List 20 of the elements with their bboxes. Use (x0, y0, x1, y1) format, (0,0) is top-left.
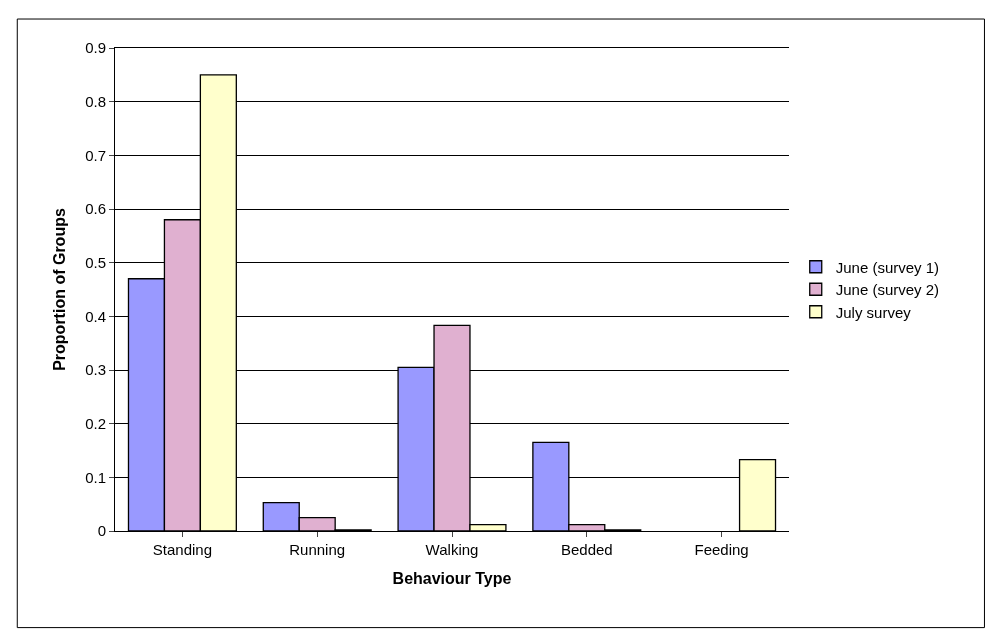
y-tick-label: 0.2 (85, 414, 106, 432)
y-tick-label: 0.1 (85, 468, 106, 486)
y-tick-label: 0.8 (85, 92, 106, 110)
y-tick-label: 0.5 (85, 253, 106, 271)
x-tick-label: Running (289, 541, 346, 558)
x-tick-label: Standing (152, 541, 213, 558)
y-tick-label: 0.9 (85, 39, 106, 57)
x-tick-label: Walking (425, 541, 479, 558)
legend-label: June (survey 1) (835, 258, 940, 276)
legend-label: July survey (835, 303, 912, 321)
y-tick-label: 0 (97, 522, 106, 540)
y-tick-label: 0.4 (85, 307, 106, 325)
x-tick-label: Feeding (694, 541, 749, 558)
x-axis-title: Behaviour Type (392, 569, 512, 587)
legend-label: June (survey 2) (835, 281, 940, 299)
x-tick-label: Bedded (560, 541, 613, 558)
y-axis-title: Proportion of Groups (51, 208, 69, 371)
y-tick-label: 0.3 (85, 361, 106, 379)
y-tick-label: 0.7 (85, 146, 106, 164)
y-tick-label: 0.6 (85, 200, 106, 218)
